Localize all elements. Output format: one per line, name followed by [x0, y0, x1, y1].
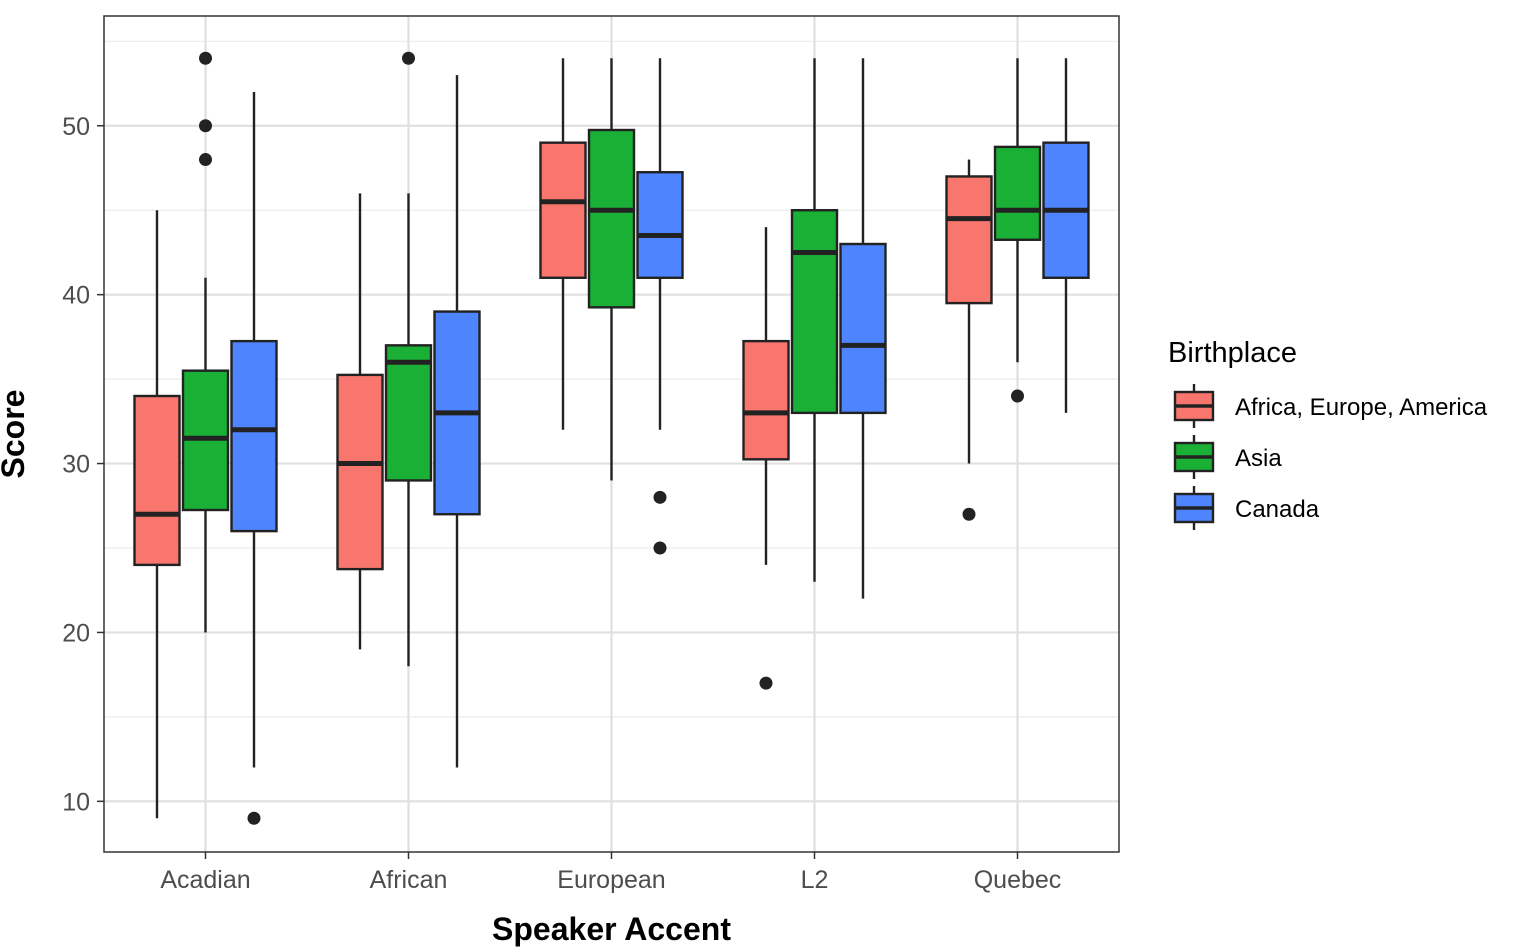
box-african-2 — [433, 75, 481, 768]
box-acadian-2 — [230, 92, 278, 825]
y-tick-label: 10 — [62, 788, 90, 816]
box-african-0 — [336, 193, 384, 650]
outlier-point — [653, 490, 667, 504]
box-l2-1 — [790, 58, 839, 582]
x-tick-label: African — [370, 866, 448, 894]
x-axis: Acadian African European L2 Quebec — [160, 852, 1061, 894]
outlier-point — [759, 676, 773, 690]
outlier-point — [402, 51, 415, 65]
y-tick-label: 20 — [62, 619, 90, 647]
box-iqr — [636, 171, 684, 279]
outlier-point — [962, 507, 976, 521]
legend-label: Africa, Europe, America — [1235, 394, 1488, 421]
legend-title: Birthplace — [1168, 337, 1297, 369]
box-iqr — [384, 344, 433, 482]
box-acadian-0 — [133, 210, 181, 819]
box-quebec-2 — [1042, 58, 1090, 413]
legend-label: Canada — [1235, 496, 1320, 523]
box-iqr — [790, 209, 839, 415]
box-iqr — [539, 141, 587, 279]
y-tick-label: 30 — [62, 451, 90, 479]
legend-item: Africa, Europe, America — [1173, 384, 1488, 428]
box-african-1 — [384, 51, 433, 667]
x-tick-label: L2 — [801, 866, 829, 894]
x-axis-title: Speaker Accent — [492, 911, 731, 947]
outlier-point — [199, 153, 212, 167]
outlier-point — [199, 119, 212, 133]
box-series-layer — [133, 51, 1090, 825]
outlier-point — [653, 541, 667, 555]
box-iqr — [133, 394, 181, 567]
box-iqr — [336, 373, 384, 571]
legend-label: Asia — [1235, 445, 1282, 472]
outlier-point — [1011, 389, 1024, 403]
box-l2-2 — [839, 58, 887, 599]
box-quebec-0 — [945, 159, 993, 521]
x-tick-label: Acadian — [160, 866, 250, 894]
box-european-0 — [539, 58, 587, 430]
legend-item: Canada — [1173, 486, 1320, 530]
x-tick-label: Quebec — [974, 866, 1062, 894]
legend: Birthplace Africa, Europe, America Asia Ca… — [1168, 337, 1488, 530]
outlier-point — [247, 811, 261, 825]
legend-item: Asia — [1173, 435, 1282, 479]
box-iqr — [945, 175, 993, 305]
box-quebec-1 — [993, 58, 1042, 403]
y-axis: 10 20 30 40 50 — [62, 113, 104, 816]
y-axis-title: Score — [0, 390, 31, 479]
box-iqr — [839, 242, 887, 415]
box-european-1 — [587, 58, 636, 481]
box-iqr — [230, 339, 278, 533]
y-tick-label: 40 — [62, 282, 90, 310]
box-l2-0 — [742, 227, 790, 690]
box-iqr — [993, 145, 1042, 241]
y-tick-label: 50 — [62, 113, 90, 141]
box-iqr — [742, 339, 790, 461]
box-acadian-1 — [181, 51, 230, 633]
box-iqr — [587, 128, 636, 309]
box-european-2 — [636, 58, 684, 555]
outlier-point — [199, 51, 212, 65]
x-tick-label: European — [557, 866, 665, 894]
